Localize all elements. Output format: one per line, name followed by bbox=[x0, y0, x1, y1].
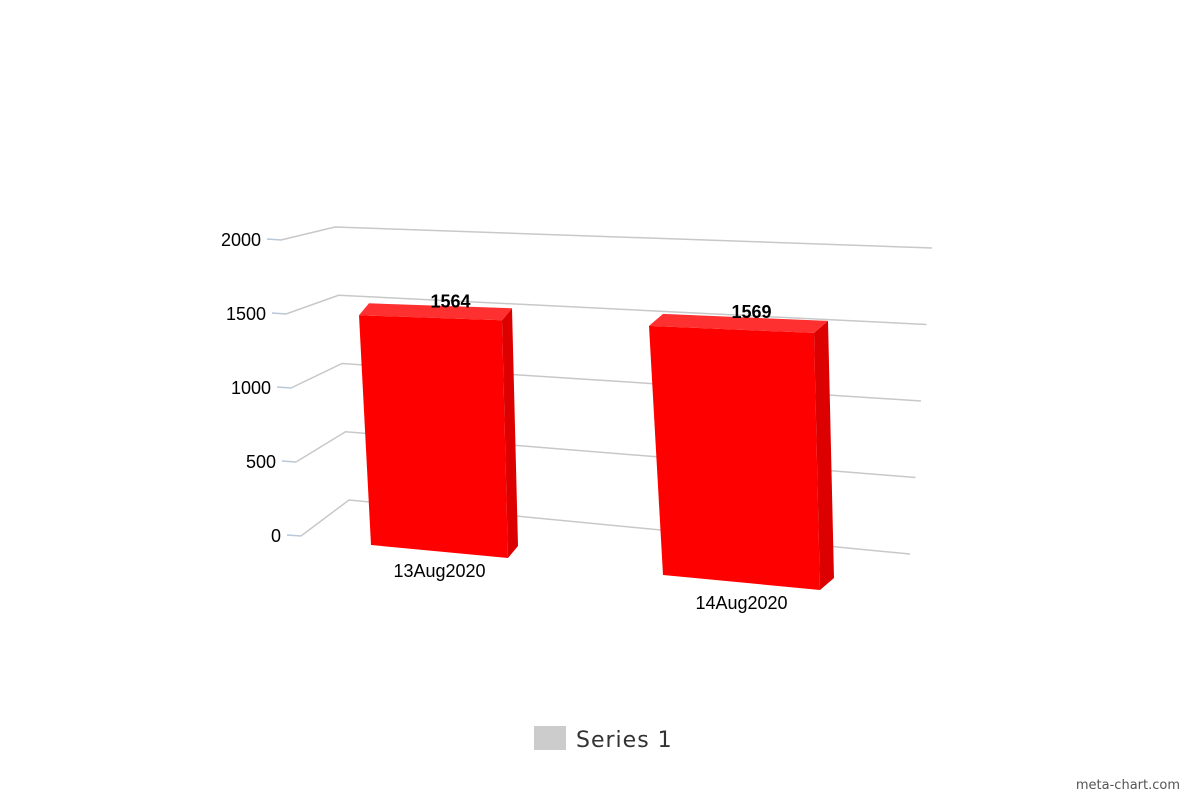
y-tick-mark bbox=[286, 534, 302, 537]
y-axis-ticks: 0 500 1000 1500 2000 bbox=[221, 230, 302, 546]
bar bbox=[649, 313, 834, 590]
y-tick-label: 1500 bbox=[226, 304, 266, 324]
y-tick-label: 0 bbox=[271, 526, 281, 546]
gridline bbox=[285, 294, 927, 326]
bars bbox=[359, 303, 834, 590]
bar-top bbox=[649, 313, 828, 333]
gridline bbox=[280, 226, 933, 249]
y-tick-mark bbox=[281, 460, 297, 463]
bar-front bbox=[359, 315, 508, 558]
data-label: 1569 bbox=[731, 302, 771, 322]
legend: Series 1 bbox=[534, 726, 673, 753]
bar-top bbox=[359, 303, 512, 321]
y-tick-label: 1000 bbox=[231, 378, 271, 398]
y-tick-mark bbox=[276, 386, 292, 389]
credit-text: meta-chart.com bbox=[1076, 778, 1180, 793]
bar-side bbox=[814, 320, 834, 590]
bar-front bbox=[649, 325, 820, 590]
x-tick-label: 13Aug2020 bbox=[393, 561, 485, 581]
y-tick-mark bbox=[266, 238, 282, 241]
x-tick-label: 14Aug2020 bbox=[695, 593, 787, 613]
bar bbox=[359, 303, 518, 558]
legend-swatch bbox=[534, 726, 566, 750]
y-tick-label: 500 bbox=[246, 452, 276, 472]
y-tick-label: 2000 bbox=[221, 230, 261, 250]
labels: 1564 13Aug2020 1569 14Aug2020 bbox=[393, 291, 787, 613]
bar-side bbox=[502, 308, 518, 558]
y-tick-mark bbox=[271, 312, 287, 315]
data-label: 1564 bbox=[430, 291, 470, 311]
legend-label: Series 1 bbox=[576, 728, 673, 753]
